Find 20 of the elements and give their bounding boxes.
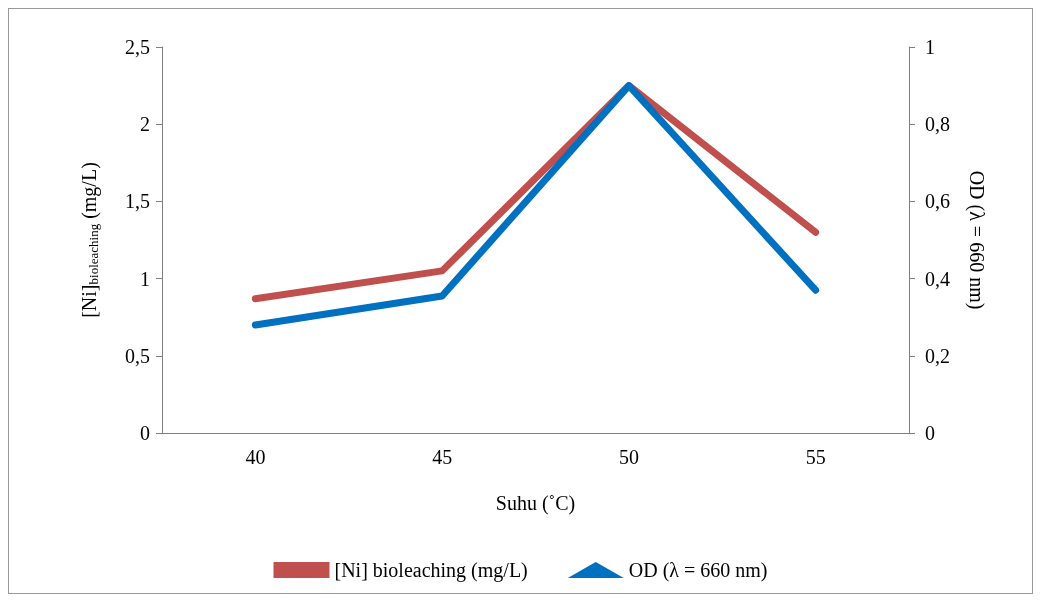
- y2-axis-title: OD (λ = 660 nm): [965, 170, 988, 310]
- legend-label: [Ni] bioleaching (mg/L): [334, 559, 528, 582]
- x-tick-label: 55: [805, 446, 826, 468]
- y2-tick-label: 1: [925, 36, 935, 58]
- y-tick-label: 1: [140, 267, 150, 290]
- x-tick-label: 50: [618, 446, 639, 468]
- y2-tick-label: 0,4: [925, 267, 950, 290]
- y2-tick-label: 0,6: [925, 190, 950, 213]
- x-tick-label: 45: [432, 446, 453, 468]
- legend-label: OD (λ = 660 nm): [628, 559, 768, 582]
- x-axis-title: Suhu (˚C): [495, 492, 576, 515]
- x-tick-label: 40: [245, 446, 266, 468]
- y-tick-label: 2,5: [125, 36, 150, 58]
- y2-tick-label: 0,8: [925, 113, 950, 136]
- y-tick-label: 0,5: [125, 344, 150, 367]
- y-tick-label: 1,5: [125, 190, 150, 213]
- y-tick-label: 2: [140, 113, 150, 136]
- y2-tick-label: 0: [925, 422, 935, 444]
- y-tick-label: 0: [140, 422, 150, 444]
- y2-tick-label: 0,2: [925, 344, 950, 367]
